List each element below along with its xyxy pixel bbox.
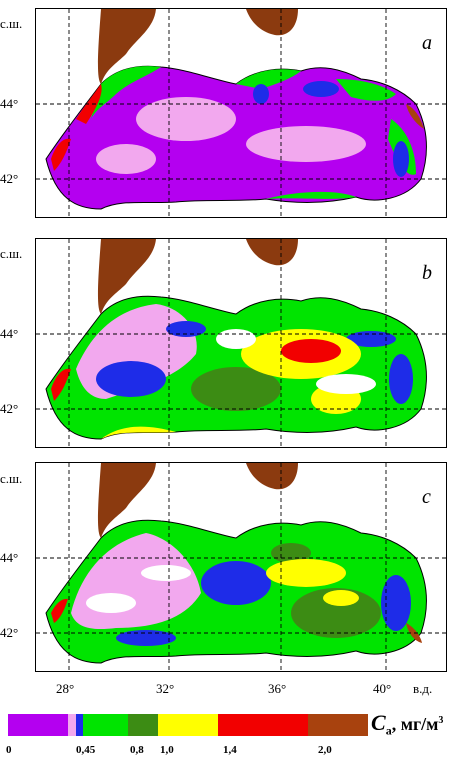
lat-label-c-44: 44°: [0, 550, 19, 565]
map-svg-a: [36, 9, 446, 217]
lat-label-c-top: с.ш.: [0, 471, 23, 486]
legend-tick-14: 1,4: [223, 744, 237, 756]
lat-label-a-42: 42°: [0, 171, 19, 186]
lat-label-b-top: с.ш.: [0, 246, 23, 261]
map-panel-c: [35, 462, 447, 672]
panel-letter-b: b: [422, 262, 432, 284]
legend-swatch-7: [308, 714, 368, 736]
lon-label-28: 28°: [56, 681, 75, 696]
map-svg-b: [36, 239, 446, 447]
legend-swatch-0: [8, 714, 68, 736]
legend-swatch-4: [128, 714, 158, 736]
unit-text: , мг/м: [391, 714, 439, 734]
legend-tick-10: 1,0: [160, 744, 174, 756]
panel-letter-c: c: [422, 486, 431, 508]
lat-label-b-42: 42°: [0, 401, 19, 416]
legend-swatch-2: [75, 714, 83, 736]
lat-label-a-44: 44°: [0, 96, 19, 111]
legend-swatch-6: [218, 714, 308, 736]
legend-swatch-1: [68, 714, 76, 736]
legend-tick-20: 2,0: [318, 744, 332, 756]
lon-label-32: 32°: [156, 681, 175, 696]
legend-tick-045: 0,45: [76, 744, 96, 756]
panel-letter-a: a: [422, 32, 432, 54]
legend-swatch-5: [158, 714, 218, 736]
lat-label-a-top: с.ш.: [0, 16, 23, 31]
unit-symbol: C: [371, 710, 386, 735]
legend-tick-08: 0,8: [130, 744, 144, 756]
legend-tick-0: 0: [6, 744, 12, 756]
unit-sub: a: [385, 723, 392, 738]
color-scale-legend: [8, 714, 368, 736]
map-panel-a: [35, 8, 447, 218]
lon-label-36: 36°: [268, 681, 287, 696]
lat-label-c-42: 42°: [0, 625, 19, 640]
lon-label-40: 40°: [373, 681, 392, 696]
map-panel-b: [35, 238, 447, 448]
lat-label-b-44: 44°: [0, 326, 19, 341]
map-svg-c: [36, 463, 446, 671]
legend-unit-label: Ca, мг/м3: [371, 710, 443, 739]
unit-sup: 3: [438, 715, 444, 726]
legend-swatch-3: [83, 714, 128, 736]
lon-unit-label: в.д.: [413, 681, 433, 696]
